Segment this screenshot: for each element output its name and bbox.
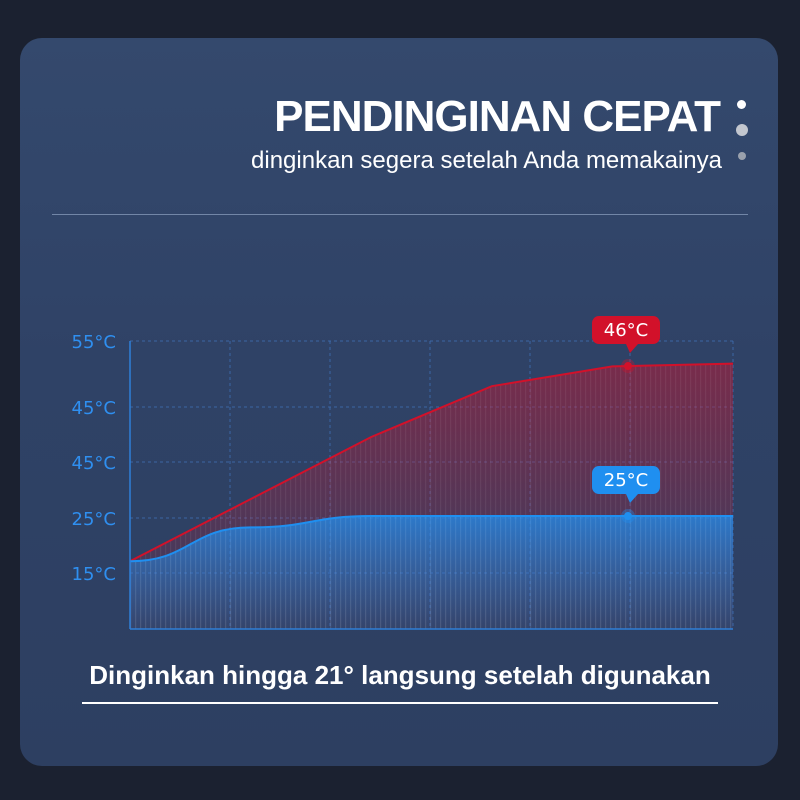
caption-text: Dinginkan hingga 21° langsung setelah di…	[89, 660, 711, 690]
y-tick-label: 25°C	[72, 509, 116, 530]
callout-bubble-0	[592, 316, 660, 345]
callout-pointer-0	[626, 344, 638, 354]
callout-bubble-1	[592, 466, 660, 495]
callout-label-0: 46°C	[604, 320, 648, 341]
chart-axes	[129, 341, 733, 630]
chart-tick-labels: 55°C 45°C 45°C 25°C 15°C	[72, 332, 116, 585]
page-title: PENDINGINAN CEPAT	[274, 92, 721, 141]
y-tick-label: 45°C	[72, 398, 116, 419]
y-tick-label: 45°C	[72, 453, 116, 474]
series-marker-0	[624, 362, 632, 371]
header-divider	[52, 214, 748, 215]
series-hatch-1	[130, 516, 733, 629]
y-tick-label: 55°C	[72, 332, 116, 353]
series-line-0	[129, 362, 734, 563]
callout-label-1: 25°C	[604, 470, 648, 491]
decor-dot-2	[736, 124, 748, 136]
caption-underline	[82, 702, 718, 704]
callout-pointer-1	[626, 494, 638, 504]
chart-markers: 46°C 25°C	[592, 316, 660, 524]
decor-dot-3	[738, 152, 746, 160]
page-subtitle: dinginkan segera setelah Anda memakainya	[251, 147, 722, 174]
series-line-1	[129, 515, 733, 563]
y-tick-label: 15°C	[72, 564, 116, 585]
chart-areas	[130, 363, 733, 629]
decor-dot-1	[737, 100, 746, 109]
series-marker-1	[624, 512, 632, 521]
